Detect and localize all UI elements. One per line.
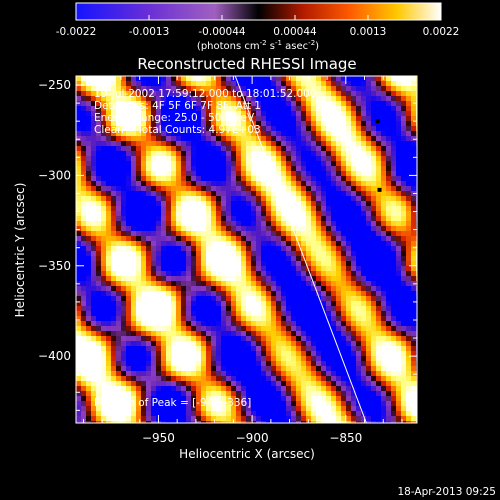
colorbar-tick-label: -0.0013 [129,26,170,38]
colorbar-tick-label: 0.0022 [423,26,460,38]
solar-limb-line [234,76,367,423]
minimum-marker [375,119,380,124]
colorbar-tick-label: -0.00044 [198,26,246,38]
energy-range-annotation: Energy Range: 25.0 - 50.0 keV [94,112,255,124]
colorbar-ticks: -0.0022 -0.0013 -0.00044 0.00044 0.0013 0.002… [56,15,460,38]
colorbar-units: (photons cm-2 s-1 asec-2) [197,39,319,52]
x-tick-label: −850 [329,431,362,445]
plot-frame [75,75,418,424]
clean-counts-annotation: Clean Total Counts: 4.97E+03 [94,124,261,136]
chart-title: Reconstructed RHESSI Image [137,55,356,73]
colorbar-tick-label: -0.0022 [56,26,97,38]
time-range-annotation: 19-Jul-2002 17:59:12.000 to 18:01:52.000 [94,88,317,100]
axis-ticks: −950 −900 −850 −250 −300 −350 −400 [38,76,417,445]
x-axis-label: Heliocentric X (arcsec) [179,447,315,461]
x-tick-label: −900 [236,431,269,445]
timestamp: 18-Apr-2013 09:25 [397,486,496,498]
peak-position-annotation: Position of Peak = [-949,-336] [94,397,252,409]
y-tick-label: −400 [38,349,71,363]
y-tick-label: −350 [38,259,71,273]
colorbar-tick-label: 0.00044 [273,26,317,38]
x-tick-label: −950 [142,431,175,445]
colorbar [75,2,442,21]
heatmap-image [76,76,417,423]
detectors-annotation: Detectors: 4F 5F 6F 7F 8F, Att 1 [94,100,261,112]
colorbar-tick-label: 0.0013 [350,26,387,38]
minimum-marker [377,187,382,192]
y-tick-label: −300 [38,168,71,182]
y-axis-label: Heliocentric Y (arcsec) [13,183,27,318]
y-tick-label: −250 [38,78,71,92]
